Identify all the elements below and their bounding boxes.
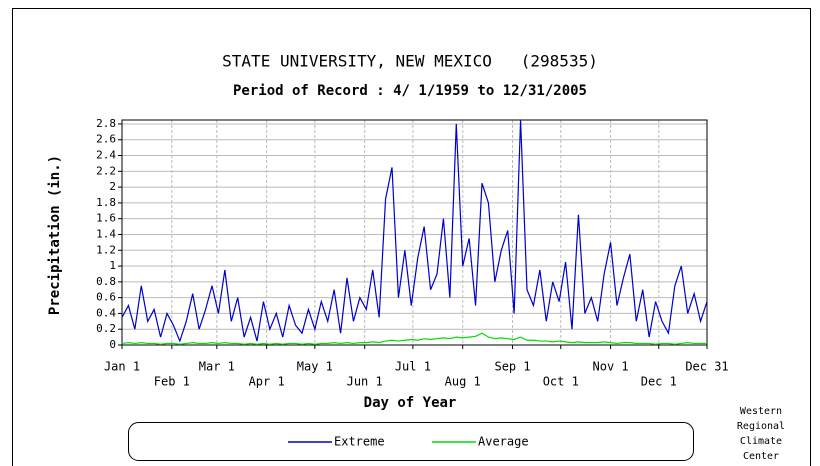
x-tick-label: Feb 1 [154, 375, 190, 389]
credit-text: Regional [737, 421, 785, 432]
y-tick-label: 2.4 [96, 149, 116, 162]
y-axis-label: Precipitation (in.) [47, 155, 63, 315]
credit-text: Western [740, 406, 782, 417]
y-tick-label: 0 [109, 338, 116, 351]
y-tick-label: 1.8 [96, 196, 116, 209]
x-tick-label: Aug 1 [445, 375, 481, 389]
credit-text: Center [743, 451, 779, 462]
x-tick-label: Jul 1 [395, 360, 431, 374]
legend-box [128, 422, 694, 461]
y-tick-label: 1.2 [96, 243, 116, 256]
y-tick-label: 0.4 [96, 306, 116, 319]
data-line [121, 119, 708, 343]
x-tick-label: Nov 1 [593, 360, 629, 374]
x-tick-label: Mar 1 [199, 360, 235, 374]
x-tick-label: Jun 1 [347, 375, 383, 389]
legend-label: Average [478, 435, 529, 449]
y-tick-label: 1 [109, 259, 116, 272]
y-tick-label: 1.4 [96, 227, 116, 240]
x-tick-label: Apr 1 [249, 375, 285, 389]
x-tick-label: Jan 1 [104, 360, 140, 374]
y-tick-label: 0.2 [96, 322, 116, 335]
chart-title: STATE UNIVERSITY, NEW MEXICO (298535) [222, 52, 598, 71]
y-tick-label: 2.6 [96, 133, 116, 146]
credit-text: Climate [740, 436, 782, 447]
x-tick-label: Sep 1 [494, 360, 530, 374]
x-tick-label: Dec 1 [641, 375, 677, 389]
y-tick-label: 0.8 [96, 275, 116, 288]
y-tick-label: 2 [109, 180, 116, 193]
frame [12, 8, 811, 466]
y-tick-label: 1.6 [96, 212, 116, 225]
x-tick-label: Dec 31 [685, 360, 728, 374]
legend-label: Extreme [334, 435, 385, 449]
y-tick-label: 2.8 [96, 117, 116, 130]
data-line [121, 332, 707, 345]
plot-frame [121, 119, 708, 346]
chart-subtitle: Period of Record : 4/ 1/1959 to 12/31/20… [233, 83, 587, 99]
x-axis-label: Day of Year [364, 395, 457, 411]
x-tick-label: May 1 [297, 360, 333, 374]
x-tick-label: Oct 1 [543, 375, 579, 389]
y-tick-label: 2.2 [96, 164, 116, 177]
y-tick-label: 0.6 [96, 291, 116, 304]
